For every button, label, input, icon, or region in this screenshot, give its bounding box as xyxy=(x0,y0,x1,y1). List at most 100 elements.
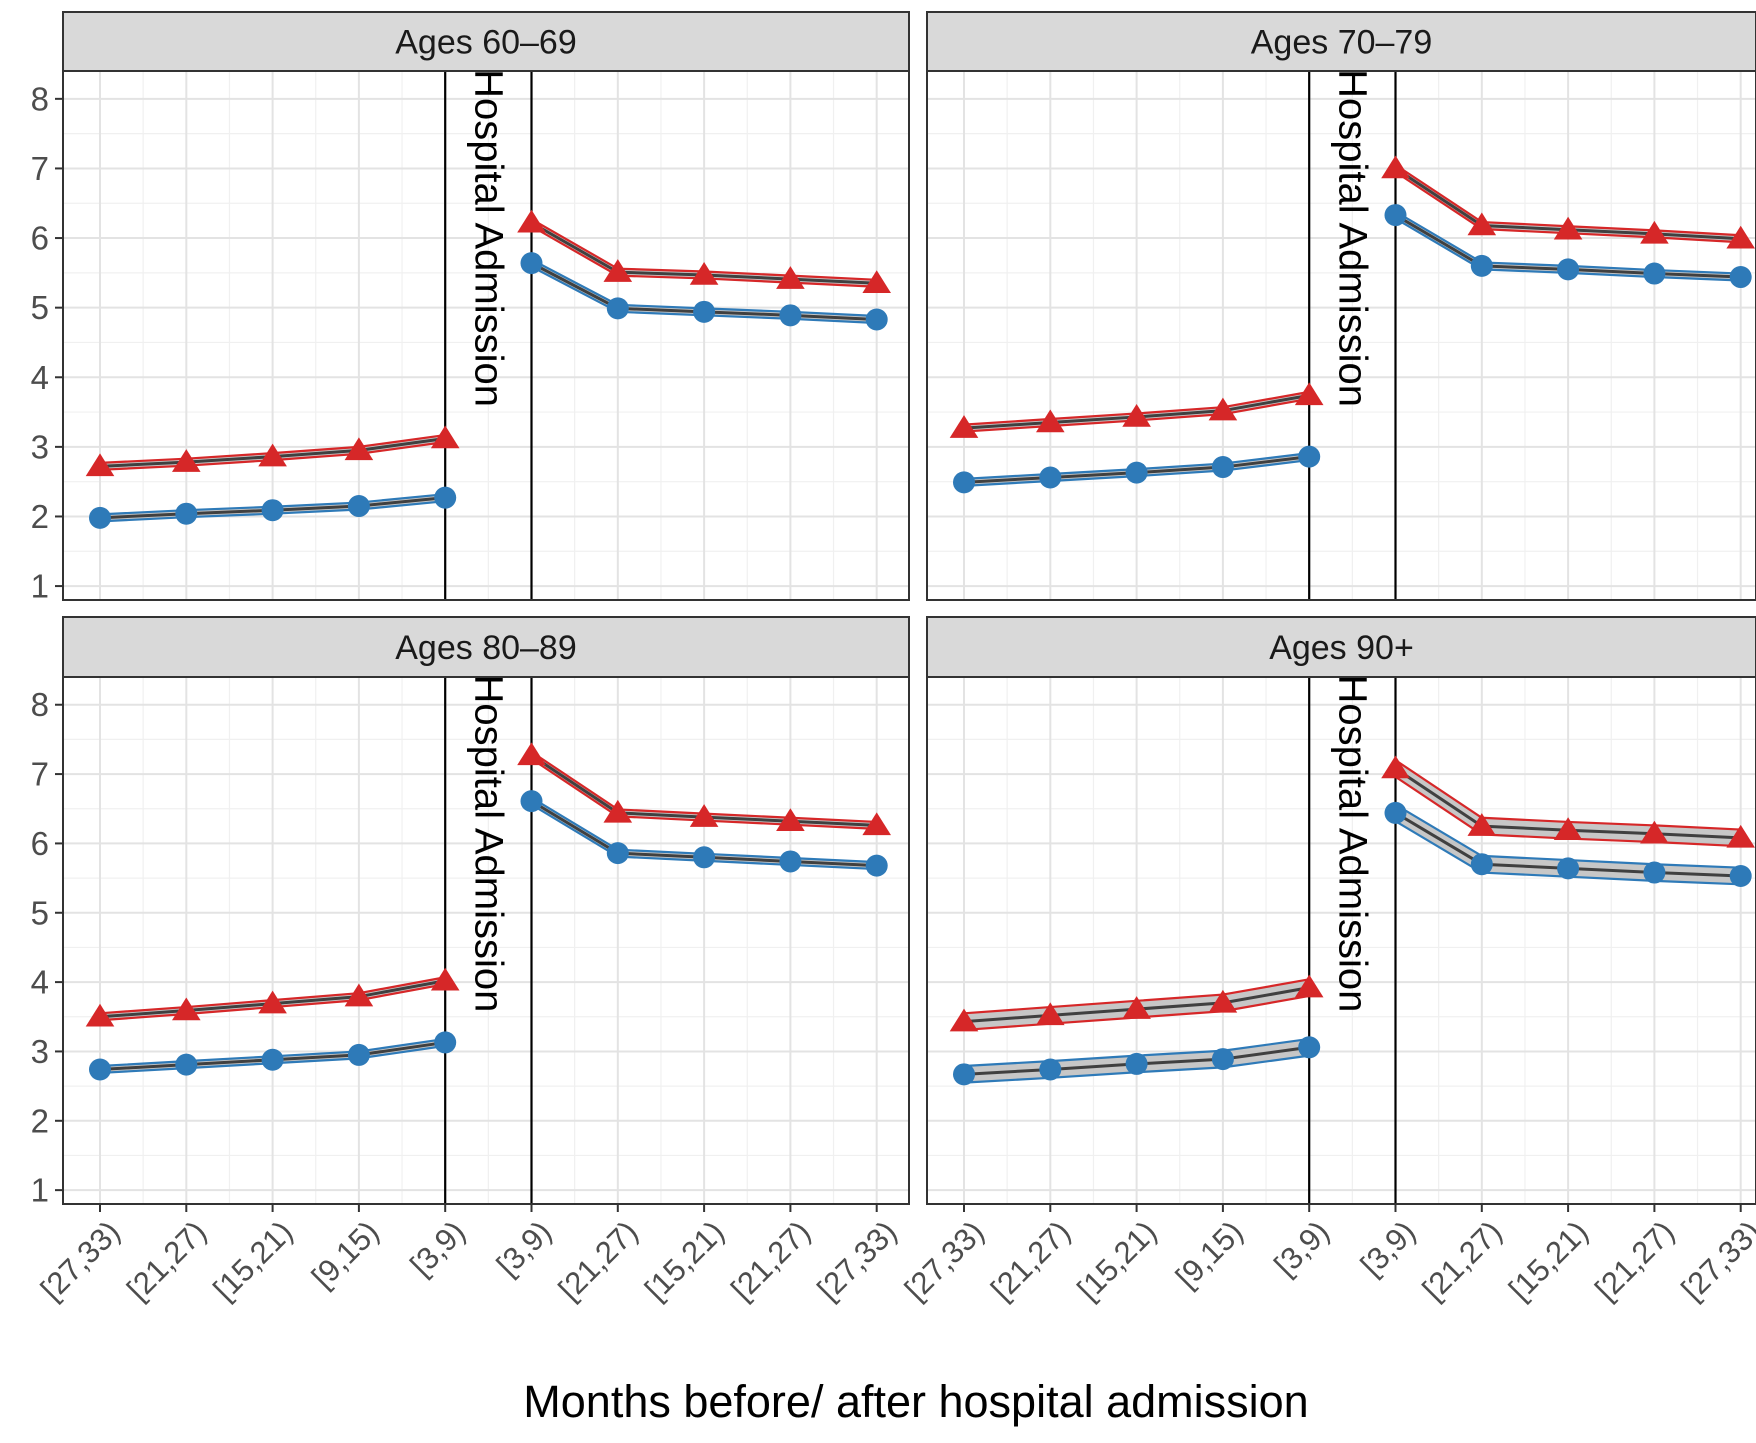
admission-label: Hospital Admission xyxy=(1330,674,1374,1012)
data-point-circle xyxy=(1211,1048,1234,1071)
data-point-circle xyxy=(1470,254,1493,277)
strip-header xyxy=(926,616,1756,678)
y-tick-label: 7 xyxy=(31,756,49,793)
strip-header xyxy=(62,616,910,678)
data-point-triangle xyxy=(1294,974,1324,998)
panel-background xyxy=(927,677,1756,1204)
x-tick-label: [21,27) xyxy=(724,1214,817,1307)
panel-background xyxy=(63,677,909,1204)
strip-header xyxy=(62,11,910,72)
data-point-triangle xyxy=(1381,755,1410,779)
panel-background xyxy=(927,71,1756,600)
panel-2: Hospital Admission Ages 70–79 xyxy=(926,11,1756,601)
x-tick-label: [15,21) xyxy=(1502,1214,1595,1307)
data-point-circle xyxy=(1729,865,1752,888)
data-point-circle xyxy=(953,471,975,494)
data-point-circle xyxy=(606,842,629,865)
y-tick-label: 8 xyxy=(31,686,49,723)
y-tick-label: 2 xyxy=(31,1102,49,1139)
x-tick-label: [15,21) xyxy=(206,1214,299,1307)
data-point-circle xyxy=(1384,801,1407,824)
data-point-triangle xyxy=(258,990,287,1014)
data-point-triangle xyxy=(1294,382,1324,406)
data-point-triangle xyxy=(1467,813,1497,836)
data-point-circle xyxy=(1643,861,1666,884)
x-tick-label: [3,9) xyxy=(490,1214,559,1283)
data-point-circle xyxy=(1298,1036,1321,1059)
data-point-triangle xyxy=(85,453,115,477)
y-tick-label: 2 xyxy=(31,498,49,535)
x-tick-label: [3,9) xyxy=(1354,1214,1423,1283)
data-point-triangle xyxy=(1726,824,1755,848)
data-point-triangle xyxy=(344,437,374,461)
data-point-triangle xyxy=(1036,1002,1065,1026)
data-point-triangle xyxy=(1208,397,1238,421)
data-point-circle xyxy=(175,1053,198,1076)
data-point-circle xyxy=(175,502,198,525)
data-point-circle xyxy=(693,300,716,323)
data-point-triangle xyxy=(1381,155,1410,179)
data-point-circle xyxy=(1384,204,1407,227)
data-point-circle xyxy=(434,1031,457,1054)
data-point-triangle xyxy=(1640,220,1669,244)
data-point-triangle xyxy=(430,967,460,991)
y-tick-label: 5 xyxy=(31,289,49,326)
data-point-triangle xyxy=(1640,820,1669,844)
data-point-triangle xyxy=(344,983,374,1007)
data-point-circle xyxy=(261,1048,284,1071)
strip-title: Ages 60–69 xyxy=(395,24,577,62)
y-tick-label: 4 xyxy=(31,359,49,396)
y-tick-label: 6 xyxy=(31,825,49,862)
data-point-circle xyxy=(779,304,802,327)
data-point-circle xyxy=(606,297,629,320)
data-point-circle xyxy=(89,506,111,529)
data-point-triangle xyxy=(862,812,891,836)
data-point-triangle xyxy=(1553,817,1583,840)
data-point-circle xyxy=(261,499,284,522)
x-tick-label: [9,15) xyxy=(305,1214,386,1295)
admission-label: Hospital Admission xyxy=(1330,69,1374,407)
data-point-triangle xyxy=(603,799,633,823)
strip-title: Ages 80–89 xyxy=(395,629,577,667)
data-point-circle xyxy=(1125,1052,1148,1075)
x-tick-label: [27,33) xyxy=(34,1214,127,1307)
data-point-circle xyxy=(693,846,716,869)
x-axis-title: Months before/ after hospital admission xyxy=(523,1376,1308,1427)
data-point-triangle xyxy=(1726,225,1755,249)
x-tick-label: [21,27) xyxy=(552,1214,645,1307)
data-point-triangle xyxy=(949,415,979,438)
y-tick-label: 4 xyxy=(31,964,49,1001)
y-tick-label: 7 xyxy=(31,150,49,187)
data-point-circle xyxy=(89,1058,111,1081)
x-tick-label: [27,33) xyxy=(1674,1214,1756,1307)
data-point-triangle xyxy=(776,266,805,289)
x-tick-label: [15,21) xyxy=(638,1214,731,1307)
panel-3: Hospital Admission Ages 80–89 1 2 3 4 5 6 7 8 [27,… xyxy=(31,616,910,1307)
data-point-triangle xyxy=(172,997,201,1021)
data-point-triangle xyxy=(430,425,460,449)
data-point-triangle xyxy=(862,270,891,294)
x-tick-label: [15,21) xyxy=(1070,1214,1163,1307)
data-point-triangle xyxy=(172,449,201,472)
y-tick-label: 1 xyxy=(31,1172,49,1209)
data-point-triangle xyxy=(517,209,546,233)
data-point-circle xyxy=(1125,461,1148,484)
data-point-circle xyxy=(347,1043,370,1066)
x-tick-label: [21,27) xyxy=(984,1214,1077,1307)
data-point-circle xyxy=(779,850,802,873)
data-point-circle xyxy=(1470,853,1493,876)
data-point-circle xyxy=(1557,258,1580,281)
data-point-circle xyxy=(1729,266,1752,289)
data-point-triangle xyxy=(689,261,719,285)
data-point-circle xyxy=(1211,456,1234,479)
data-point-circle xyxy=(520,790,543,813)
strip-header xyxy=(926,11,1756,72)
data-point-triangle xyxy=(1036,409,1065,433)
data-point-triangle xyxy=(1553,216,1583,240)
data-point-circle xyxy=(520,252,543,275)
data-point-triangle xyxy=(1122,996,1151,1019)
data-point-circle xyxy=(953,1063,975,1086)
